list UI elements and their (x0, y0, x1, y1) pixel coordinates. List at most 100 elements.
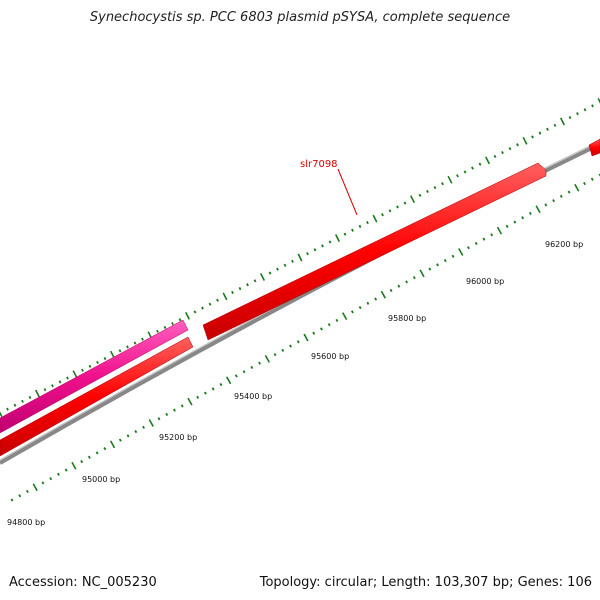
minor-tick (443, 258, 447, 263)
major-tick (259, 273, 266, 281)
minor-tick (253, 279, 257, 283)
minor-tick (508, 147, 512, 151)
minor-tick (64, 468, 68, 472)
major-tick (109, 440, 116, 449)
tick-label: 96200 bp (545, 240, 583, 249)
minor-tick (567, 190, 571, 194)
minor-tick (157, 417, 161, 421)
gene-block-slr7098[interactable] (202, 162, 547, 341)
minor-tick (196, 395, 200, 399)
minor-tick (163, 325, 167, 330)
minor-tick (126, 434, 130, 438)
gene-label-leader (337, 168, 358, 216)
topology-summary-text: Topology: circular; Length: 103,307 bp; … (259, 575, 592, 590)
minor-tick (521, 216, 525, 220)
major-tick (303, 333, 309, 342)
minor-tick (51, 384, 54, 388)
minor-tick (559, 194, 563, 198)
minor-tick (467, 246, 470, 250)
gene-block-right[interactable] (588, 138, 600, 157)
minor-tick (451, 254, 455, 258)
minor-tick (546, 127, 549, 131)
major-tick (484, 156, 491, 165)
minor-tick (88, 364, 92, 368)
minor-tick (351, 310, 354, 314)
minor-tick (505, 224, 509, 228)
minor-tick (238, 286, 242, 291)
minor-tick (21, 399, 24, 403)
major-tick (187, 397, 193, 406)
minor-tick (156, 329, 159, 333)
major-tick (419, 269, 425, 278)
minor-tick (436, 263, 439, 267)
minor-tick (13, 403, 17, 407)
minor-tick (87, 455, 91, 459)
rna-gene-block[interactable] (0, 319, 189, 434)
major-tick (380, 290, 386, 299)
minor-tick (96, 360, 99, 365)
minor-tick (374, 297, 378, 301)
minor-tick (204, 391, 207, 395)
tick-label: 94800 bp (7, 518, 45, 527)
minor-tick (312, 331, 316, 335)
minor-tick (591, 104, 594, 108)
minor-tick (553, 123, 557, 127)
minor-tick (474, 241, 478, 246)
minor-tick (231, 290, 234, 295)
minor-tick (389, 288, 393, 293)
major-tick (222, 292, 228, 301)
minor-tick (396, 205, 399, 209)
major-tick (297, 253, 303, 262)
major-tick (34, 389, 41, 398)
minor-tick (66, 376, 69, 380)
gene-label-slr7098[interactable]: slr7098 (300, 159, 338, 170)
minor-tick (180, 404, 184, 408)
gene-block-left[interactable] (0, 336, 194, 457)
minor-tick (219, 382, 223, 387)
minor-tick (381, 213, 384, 217)
minor-tick (57, 472, 60, 476)
minor-tick (538, 131, 542, 135)
minor-tick (366, 220, 369, 225)
minor-tick (234, 374, 238, 378)
minor-tick (335, 318, 339, 322)
minor-tick (441, 182, 444, 186)
major-tick (184, 311, 191, 320)
minor-tick (412, 276, 416, 280)
minor-tick (242, 370, 246, 374)
major-tick (148, 419, 154, 427)
minor-tick (428, 267, 432, 271)
minor-tick (482, 237, 486, 241)
minor-tick (118, 349, 122, 353)
minor-tick (141, 337, 144, 341)
map-title: Synechocystis sp. PCC 6803 plasmid pSYSA… (89, 10, 511, 25)
minor-tick (281, 348, 285, 352)
minor-tick (171, 321, 174, 326)
minor-tick (552, 199, 555, 203)
minor-tick (10, 498, 14, 502)
minor-tick (351, 228, 354, 232)
minor-tick (216, 298, 219, 302)
minor-tick (126, 345, 129, 349)
minor-tick (26, 489, 29, 494)
minor-tick (18, 494, 22, 498)
minor-tick (313, 248, 317, 252)
minor-tick (211, 387, 215, 391)
outer-tick-track (0, 98, 600, 417)
minor-tick (193, 310, 197, 314)
tick-label: 95200 bp (159, 433, 197, 442)
minor-tick (358, 224, 362, 229)
minor-tick (258, 361, 261, 365)
major-tick (72, 370, 78, 379)
minor-tick (283, 263, 287, 267)
minor-tick (516, 143, 519, 147)
major-tick (334, 234, 341, 242)
minor-tick (426, 189, 429, 194)
major-tick (522, 136, 528, 145)
minor-tick (133, 341, 137, 345)
major-tick (32, 483, 38, 492)
major-tick (496, 226, 503, 235)
major-tick (458, 248, 464, 256)
minor-tick (58, 380, 62, 384)
